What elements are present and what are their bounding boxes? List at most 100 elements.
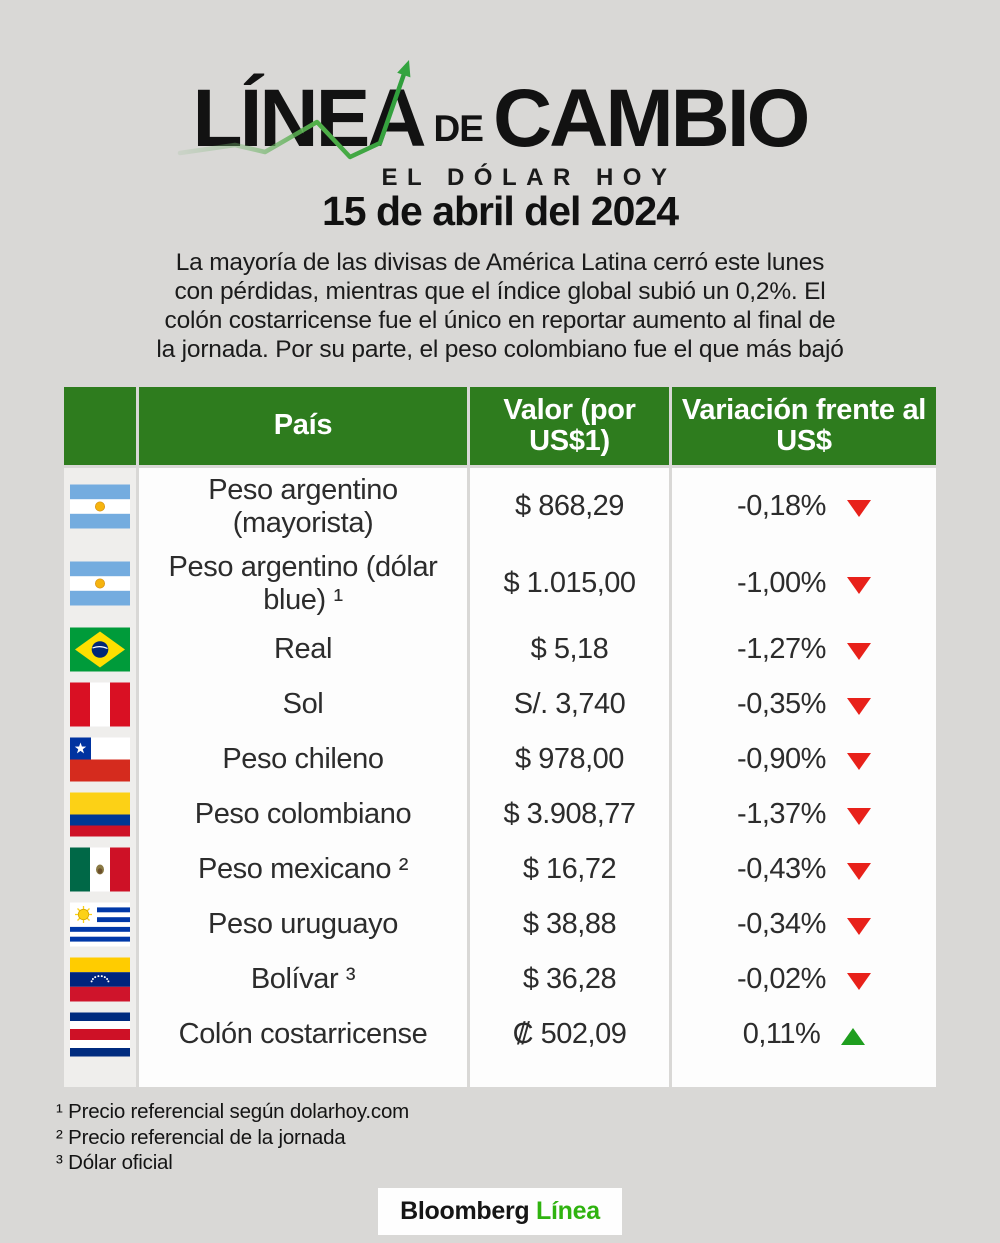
currency-value: $ 3.908,77 — [470, 787, 669, 842]
variation-value: -0,34% — [737, 908, 826, 940]
filler-cell — [672, 1062, 936, 1087]
variation-cell: -0,90% — [672, 732, 936, 787]
logo: LÍNEA DE CAMBIO EL DÓLAR HOY — [150, 36, 850, 191]
intro-line: la jornada. Por su parte, el peso colomb… — [156, 336, 844, 363]
currency-name: Peso uruguayo — [139, 897, 467, 952]
currency-name: Peso argentino (mayorista) — [139, 468, 467, 545]
flag-costa-rica-icon — [70, 1012, 130, 1057]
logo-word-linea: LÍNEA — [192, 73, 427, 164]
currency-value: $ 868,29 — [470, 468, 669, 545]
flag-argentina-icon — [70, 484, 130, 529]
currency-value: $ 38,88 — [470, 897, 669, 952]
flag-venezuela-icon — [70, 957, 130, 1002]
filler-cell — [139, 1062, 467, 1087]
variation-value: -1,37% — [737, 798, 826, 830]
footnote-2: ² Precio referencial de la jornada — [56, 1125, 346, 1149]
table-row: Peso argentino (dólar blue) ¹ $ 1.015,00… — [64, 545, 936, 622]
flag-uruguay-icon — [70, 902, 130, 947]
table-row: Real $ 5,18 -1,27% — [64, 622, 936, 677]
variation-value: 0,11% — [742, 1018, 821, 1050]
filler-cell — [470, 1062, 669, 1087]
triangle-down-icon — [846, 752, 871, 770]
header-country: País — [139, 387, 467, 465]
flag-cell — [64, 545, 136, 622]
intro-paragraph: La mayoría de las divisas de América Lat… — [0, 248, 1000, 364]
variation-cell: -0,35% — [672, 677, 936, 732]
variation-cell: -0,18% — [672, 468, 936, 545]
flag-cell — [64, 1007, 136, 1062]
triangle-down-icon — [846, 576, 871, 594]
table-bottom-padding — [64, 1062, 936, 1087]
flag-argentina-icon — [70, 561, 130, 606]
flag-cell — [64, 842, 136, 897]
variation-value: -0,18% — [737, 490, 826, 522]
flag-brazil-icon — [70, 627, 130, 672]
logo-subtitle: EL DÓLAR HOY — [381, 164, 677, 191]
currency-name: Sol — [139, 677, 467, 732]
variation-value: -0,35% — [737, 688, 826, 720]
table-row: Peso chileno $ 978,00 -0,90% — [64, 732, 936, 787]
date-heading: 15 de abril del 2024 — [321, 188, 679, 234]
intro-line: La mayoría de las divisas de América Lat… — [175, 249, 825, 276]
currency-value: $ 978,00 — [470, 732, 669, 787]
flag-cell — [64, 468, 136, 545]
flag-chile-icon — [70, 737, 130, 782]
triangle-down-icon — [846, 917, 871, 935]
table-row: Peso colombiano $ 3.908,77 -1,37% — [64, 787, 936, 842]
table-row: Colón costarricense ₡ 502,09 0,11% — [64, 1007, 936, 1062]
triangle-down-icon — [846, 642, 871, 660]
table-row: Peso uruguayo $ 38,88 -0,34% — [64, 897, 936, 952]
currency-name: Peso chileno — [139, 732, 467, 787]
variation-cell: 0,11% — [672, 1007, 936, 1062]
table-row: Peso argentino (mayorista) $ 868,29 -0,1… — [64, 468, 936, 545]
table-header-row: País Valor (por US$1) Variación frente a… — [64, 387, 936, 465]
variation-value: -1,27% — [737, 633, 826, 665]
header-flag-cell — [64, 387, 136, 465]
variation-value: -0,43% — [737, 853, 826, 885]
variation-cell: -0,02% — [672, 952, 936, 1007]
table-row: Sol S/. 3,740 -0,35% — [64, 677, 936, 732]
currency-name: Colón costarricense — [139, 1007, 467, 1062]
flag-colombia-icon — [70, 792, 130, 837]
footnote-1: ¹ Precio referencial según dolarhoy.com — [56, 1100, 410, 1123]
table-row: Bolívar ³ $ 36,28 -0,02% — [64, 952, 936, 1007]
flag-cell — [64, 952, 136, 1007]
intro-line: colón costarricense fue el único en repo… — [164, 307, 836, 334]
currency-name: Bolívar ³ — [139, 952, 467, 1007]
header-variation: Variación frente al US$ — [672, 387, 936, 465]
flag-cell — [64, 622, 136, 677]
variation-cell: -1,00% — [672, 545, 936, 622]
triangle-down-icon — [846, 807, 871, 825]
variation-value: -1,00% — [737, 567, 826, 599]
currency-value: $ 5,18 — [470, 622, 669, 677]
variation-cell: -1,37% — [672, 787, 936, 842]
flag-peru-icon — [70, 682, 130, 727]
variation-value: -0,90% — [737, 743, 826, 775]
footnote-3: ³ Dólar oficial — [56, 1151, 173, 1174]
logo-title: LÍNEA DE CAMBIO — [150, 36, 850, 160]
currency-value: $ 16,72 — [470, 842, 669, 897]
triangle-up-icon — [841, 1027, 866, 1045]
currency-name: Real — [139, 622, 467, 677]
brand-linea: Línea — [536, 1196, 600, 1225]
currency-name: Peso argentino (dólar blue) ¹ — [139, 545, 467, 622]
variation-cell: -0,34% — [672, 897, 936, 952]
brand-bloomberg: Bloomberg — [400, 1196, 530, 1225]
variation-value: -0,02% — [737, 963, 826, 995]
currency-value: ₡ 502,09 — [470, 1007, 669, 1062]
variation-cell: -1,27% — [672, 622, 936, 677]
triangle-down-icon — [846, 862, 871, 880]
header-value: Valor (por US$1) — [470, 387, 669, 465]
variation-cell: -0,43% — [672, 842, 936, 897]
bloomberg-linea-logo: Bloomberg Línea — [378, 1187, 622, 1235]
triangle-down-icon — [846, 697, 871, 715]
flag-cell — [64, 897, 136, 952]
currency-value: $ 36,28 — [470, 952, 669, 1007]
table-row: Peso mexicano ² $ 16,72 -0,43% — [64, 842, 936, 897]
currency-table: País Valor (por US$1) Variación frente a… — [64, 387, 936, 1087]
triangle-down-icon — [846, 499, 871, 517]
flag-cell — [64, 677, 136, 732]
intro-line: con pérdidas, mientras que el índice glo… — [174, 278, 826, 305]
triangle-down-icon — [846, 972, 871, 990]
